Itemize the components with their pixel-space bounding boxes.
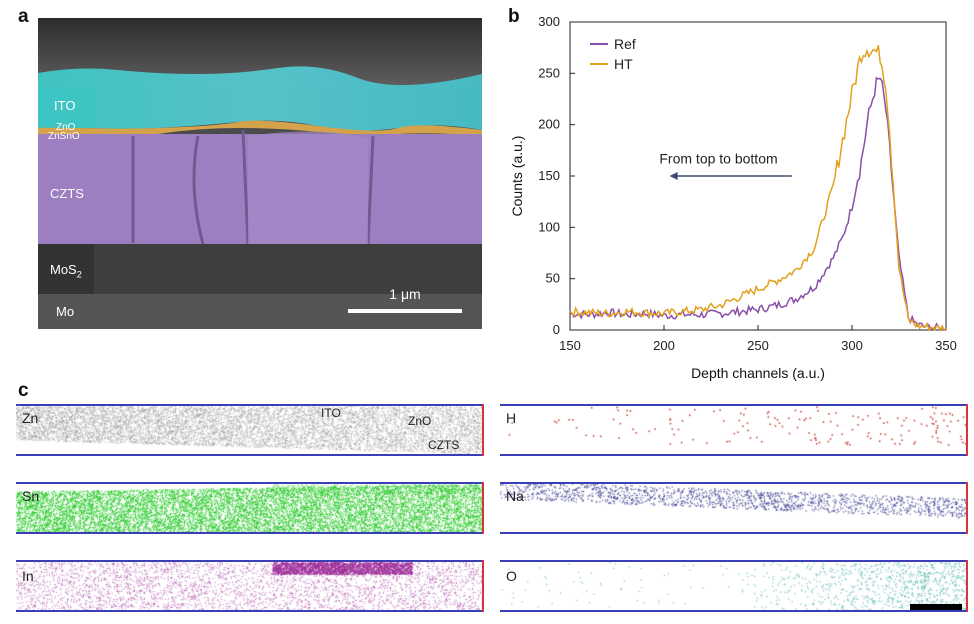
inset-label-zno: ZnO <box>408 414 432 428</box>
y-axis-label: Counts (a.u.) <box>509 136 525 217</box>
scale-bar <box>348 309 462 313</box>
x-tick-label: 300 <box>841 338 863 353</box>
y-tick-label: 50 <box>546 271 560 286</box>
in-map-canvas <box>16 562 482 610</box>
x-tick-label: 150 <box>559 338 581 353</box>
strip-right-border <box>966 404 968 456</box>
layer-label-czts: CZTS <box>50 186 84 201</box>
y-tick-label: 300 <box>538 14 560 29</box>
x-tick-label: 250 <box>747 338 769 353</box>
h-map-canvas <box>500 406 966 454</box>
czts-grain-boundaries <box>131 129 375 245</box>
series-line-ht <box>569 45 947 332</box>
mos2-label-box <box>38 244 94 294</box>
strip-right-border <box>482 482 484 534</box>
series-line-ref <box>569 76 946 332</box>
mos2-subscript: 2 <box>76 269 82 280</box>
layer-label-mos2: MoS2 <box>50 262 82 280</box>
element-label-h: H <box>506 410 517 426</box>
element-label-o: O <box>506 568 517 584</box>
sn-map-canvas <box>16 484 482 532</box>
x-tick-label: 200 <box>653 338 675 353</box>
strip-top-border <box>16 404 484 406</box>
czts-grain <box>248 131 368 244</box>
map-scale-bar <box>910 604 962 610</box>
o-map-canvas <box>500 562 966 610</box>
y-tick-label: 0 <box>553 322 560 337</box>
layer-label-znsno: ZnSnO <box>48 131 80 142</box>
inset-label-ito: ITO <box>321 406 341 420</box>
strip-bottom-border <box>500 610 968 612</box>
panel-label-a: a <box>18 6 29 27</box>
sem-cross-section-image: ITO ZnO ZnSnO CZTS MoS2 Mo 1 μm <box>38 18 482 329</box>
map-strip-in: In <box>16 560 484 612</box>
strip-bottom-border <box>16 532 484 534</box>
znsno-layer <box>38 120 482 137</box>
y-tick-label: 150 <box>538 168 560 183</box>
strip-bottom-border <box>500 454 968 456</box>
annotation-arrow-head <box>669 172 678 180</box>
strip-bottom-border <box>500 532 968 534</box>
strip-top-border <box>16 560 484 562</box>
sem-layers-svg <box>38 18 482 329</box>
na-map-canvas <box>500 484 966 532</box>
scale-bar-label: 1 μm <box>389 286 421 302</box>
y-tick-label: 200 <box>538 117 560 132</box>
ito-label-box <box>38 88 94 128</box>
layer-label-ito: ITO <box>54 98 76 113</box>
strip-right-border <box>482 404 484 456</box>
czts-label-box <box>38 134 94 244</box>
x-axis-label: Depth channels (a.u.) <box>691 365 825 381</box>
map-strip-zn: Zn ITO ZnO CZTS <box>16 404 484 456</box>
panel-label-b: b <box>508 6 520 27</box>
zn-map-canvas <box>16 406 482 454</box>
strip-right-border <box>966 560 968 612</box>
element-label-na: Na <box>506 488 524 504</box>
layer-label-zno: ZnO <box>56 122 76 133</box>
strip-right-border <box>482 560 484 612</box>
element-label-in: In <box>22 568 34 584</box>
strip-top-border <box>500 482 968 484</box>
layer-label-mo: Mo <box>56 304 75 319</box>
legend-label-ref: Ref <box>614 36 636 52</box>
strip-right-border <box>966 482 968 534</box>
element-label-zn: Zn <box>22 410 39 426</box>
depth-profile-chart: 150 200 250 300 350 0 50 100 150 200 250 300 Depth c… <box>509 14 957 381</box>
annotation-text: From top to bottom <box>659 151 777 167</box>
inset-label-czts: CZTS <box>428 438 460 452</box>
panel-label-c: c <box>18 380 29 401</box>
map-strip-sn: Sn <box>16 482 484 534</box>
element-label-sn: Sn <box>22 488 40 504</box>
y-tick-label: 250 <box>538 65 560 80</box>
mos2-layer <box>38 244 482 294</box>
mos2-base: MoS <box>50 262 77 277</box>
map-strip-na: Na <box>500 482 968 534</box>
legend-label-ht: HT <box>614 56 633 72</box>
ito-layer <box>38 66 482 131</box>
strip-top-border <box>500 404 968 406</box>
strip-bottom-border <box>16 454 484 456</box>
map-strip-h: H <box>500 404 968 456</box>
y-tick-label: 100 <box>538 219 560 234</box>
map-strip-o: O <box>500 560 968 612</box>
strip-top-border <box>16 482 484 484</box>
strip-bottom-border <box>16 610 484 612</box>
x-tick-label: 350 <box>935 338 957 353</box>
strip-top-border <box>500 560 968 562</box>
